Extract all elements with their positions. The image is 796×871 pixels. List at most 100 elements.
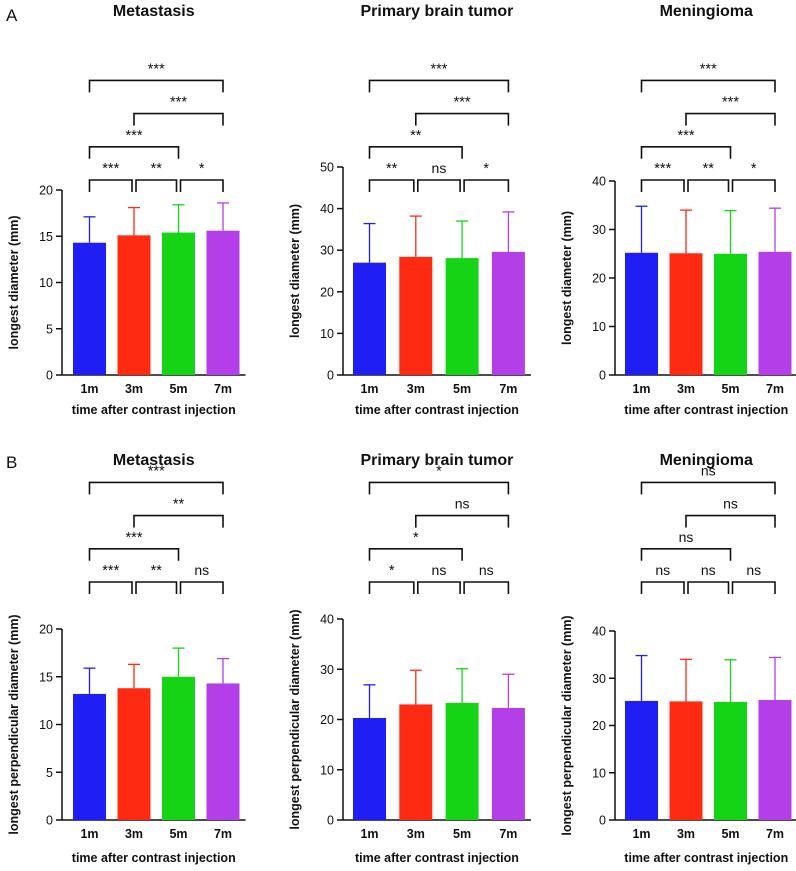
y-axis-label: longest perpendicular diameter (mm) (7, 614, 21, 834)
significance-label: ns (679, 529, 694, 545)
y-tick-label: 30 (320, 663, 334, 677)
y-tick-label: 20 (320, 713, 334, 727)
significance-bracket (640, 548, 732, 561)
category-label: 1m (80, 382, 98, 396)
significance-bracket (368, 179, 415, 192)
significance-label: * (751, 161, 757, 177)
panel-letter-a: A (6, 6, 18, 25)
bar-1m (353, 717, 386, 820)
significance-label: ns (746, 562, 761, 578)
y-tick-label: 40 (592, 175, 606, 189)
significance-label: * (483, 161, 489, 177)
significance-bracket (135, 581, 178, 594)
bar-5m (445, 258, 479, 375)
significance-label: *** (700, 61, 717, 77)
significance-bracket (417, 179, 461, 192)
significance-bracket (88, 548, 180, 561)
significance-label: *** (430, 61, 447, 77)
significance-bracket (415, 112, 510, 126)
significance-bracket (179, 581, 224, 594)
category-label: 7m (214, 382, 232, 396)
category-label: 5m (169, 827, 187, 841)
chart-1: Primary brain tumor longest diameter (mm)… (288, 3, 531, 417)
y-tick-label: 50 (320, 161, 334, 175)
y-tick-label: 20 (39, 184, 53, 198)
y-tick-label: 10 (320, 327, 334, 341)
significance-label: ns (479, 562, 494, 578)
significance-bracket (88, 79, 224, 93)
category-label: 3m (677, 827, 695, 841)
bar-5m (162, 676, 195, 820)
y-tick-label: 10 (39, 718, 53, 732)
chart-4: Primary brain tumor longest perpendicular… (288, 452, 531, 865)
significance-bracket (417, 581, 461, 594)
bar-3m (399, 704, 433, 820)
panel-letter-b: B (6, 453, 17, 472)
y-tick-label: 0 (327, 814, 334, 828)
y-axis-label: longest perpendicular diameter (mm) (288, 609, 302, 829)
y-tick-label: 10 (320, 763, 334, 777)
y-tick-label: 40 (320, 202, 334, 216)
significance-bracket (687, 179, 730, 192)
significance-bracket (640, 581, 685, 594)
x-axis-label: time after contrast injection (72, 403, 236, 417)
bar-1m (625, 252, 658, 375)
chart-title: Primary brain tumor (360, 3, 513, 20)
significance-label: *** (170, 95, 187, 111)
y-tick-label: 10 (592, 320, 606, 334)
category-label: 1m (360, 382, 378, 396)
significance-bracket (640, 179, 685, 192)
significance-bracket (133, 112, 224, 126)
y-axis-label: longest diameter (mm) (7, 215, 21, 349)
significance-bracket (687, 581, 730, 594)
y-tick-label: 5 (46, 766, 53, 780)
y-tick-label: 30 (592, 223, 606, 237)
bar-3m (669, 701, 703, 820)
chart-title: Metastasis (113, 3, 195, 20)
x-axis-label: time after contrast injection (355, 403, 519, 417)
category-label: 3m (125, 827, 143, 841)
significance-label: *** (654, 161, 671, 177)
bar-1m (73, 693, 106, 820)
significance-bracket (731, 179, 776, 192)
y-tick-label: 40 (320, 613, 334, 627)
significance-label: ns (701, 462, 716, 478)
significance-label: ns (432, 160, 447, 176)
significance-label: *** (722, 95, 739, 111)
significance-label: ns (432, 562, 447, 578)
category-label: 3m (677, 382, 695, 396)
y-tick-label: 0 (599, 369, 606, 383)
y-tick-label: 20 (592, 272, 606, 286)
significance-label: *** (148, 61, 165, 77)
y-tick-label: 40 (592, 625, 606, 639)
significance-label: ns (723, 496, 738, 512)
bar-7m (491, 251, 525, 375)
significance-bracket (88, 146, 180, 159)
category-label: 5m (721, 827, 739, 841)
category-label: 1m (360, 827, 378, 841)
bar-3m (399, 256, 433, 375)
y-tick-label: 30 (592, 672, 606, 686)
bar-7m (491, 707, 525, 820)
category-label: 5m (169, 382, 187, 396)
charts-container: Metastasis longest diameter (mm) 0 5 10 15 20 1… (7, 3, 796, 865)
category-label: 1m (80, 827, 98, 841)
significance-label: *** (148, 463, 165, 479)
category-label: 5m (721, 382, 739, 396)
bar-5m (162, 232, 195, 375)
significance-label: *** (678, 128, 695, 144)
bar-3m (117, 235, 151, 375)
significance-label: ns (701, 562, 716, 578)
significance-bracket (463, 179, 510, 192)
significance-label: * (413, 530, 419, 546)
x-axis-label: time after contrast injection (72, 851, 236, 865)
significance-label: * (389, 563, 395, 579)
y-tick-label: 20 (39, 623, 53, 637)
category-label: 3m (407, 827, 425, 841)
chart-title: Meningioma (660, 3, 753, 20)
chart-5: Meningioma longest perpendicular diameter… (560, 452, 796, 865)
bar-7m (758, 251, 792, 375)
category-label: 7m (214, 827, 232, 841)
significance-bracket (88, 581, 133, 594)
